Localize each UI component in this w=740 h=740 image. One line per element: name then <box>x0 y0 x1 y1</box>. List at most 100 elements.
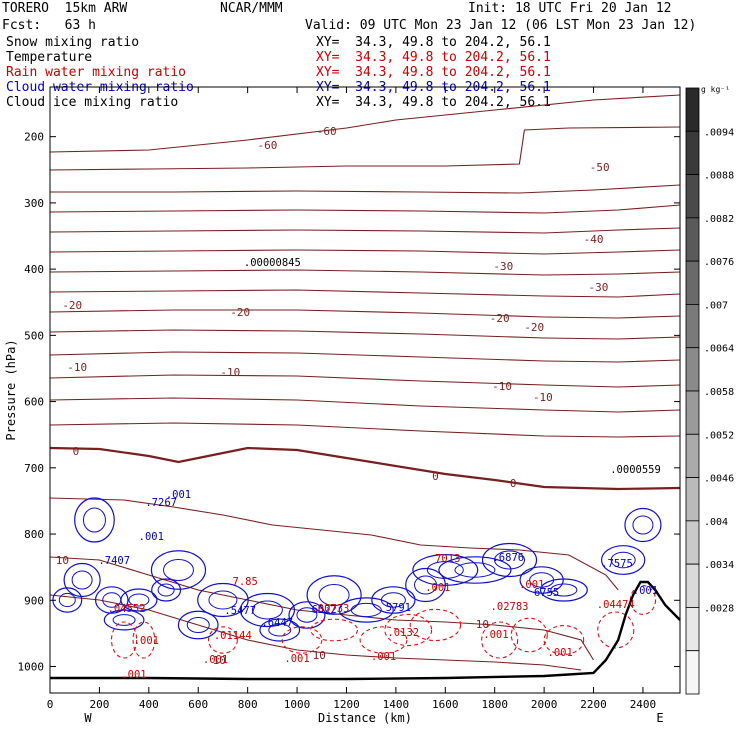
colorbar-swatch <box>685 130 700 175</box>
max-label: .001 <box>121 669 146 681</box>
cloud-water-contour <box>112 614 136 626</box>
cloud-water-contour <box>481 542 538 578</box>
temperature-contour <box>49 497 619 591</box>
max-label: .6447 <box>261 617 293 629</box>
cloud-water-contour <box>268 623 292 637</box>
y-axis-label: Pressure (hPa) <box>4 339 18 440</box>
cloud-water-contour <box>288 601 326 629</box>
temperature-label: -60 <box>317 125 337 138</box>
temperature-contour <box>49 249 681 255</box>
x-tick-label: 2200 <box>580 698 607 711</box>
max-label: .7407 <box>98 555 130 567</box>
cloud-water-contour <box>151 578 182 602</box>
max-label: .001 <box>139 531 164 543</box>
cloud-water-contour <box>128 593 150 607</box>
colorbar-swatch <box>685 477 700 522</box>
cloud-water-contour <box>610 551 636 569</box>
max-label: .001 <box>284 653 309 665</box>
cloud-water-contour <box>350 602 382 618</box>
temperature-label: 10 <box>476 618 489 631</box>
temperature-label: 10 <box>56 554 69 567</box>
max-label: .001 <box>519 579 544 591</box>
cloud-water-contour <box>306 575 362 615</box>
cloud-water-contour <box>494 550 526 570</box>
colorbar-swatch <box>685 433 700 478</box>
cloud-water-contour <box>412 553 479 586</box>
cloud-water-contour <box>186 617 210 633</box>
x-tick-label: 2400 <box>630 698 657 711</box>
colorbar-swatch <box>685 347 700 392</box>
cloud-water-contour <box>58 592 76 608</box>
max-label: .001 <box>371 651 396 663</box>
cloud-water-contour <box>103 609 145 631</box>
cloud-water-contour <box>63 562 101 598</box>
endpoint-right-label: E <box>656 711 663 725</box>
model-title: TORERO 15km ARW <box>2 1 128 16</box>
y-tick-label: 600 <box>24 396 44 409</box>
rain-water-contour <box>409 608 462 642</box>
x-tick-label: 200 <box>89 698 109 711</box>
max-label: .001 <box>203 654 228 666</box>
max-label: .01144 <box>214 630 252 642</box>
temperature-label: -10 <box>492 380 512 393</box>
max-label: .7575 <box>601 558 633 570</box>
temperature-contour <box>49 351 681 363</box>
field-xy-range: XY= 34.3, 49.8 to 204.2, 56.1 <box>316 35 551 50</box>
temperature-label: -20 <box>230 306 250 319</box>
colorbar-tick-label: .0046 <box>704 474 734 485</box>
init-time: Init: 18 UTC Fri 20 Jan 12 <box>468 1 672 16</box>
max-label: .5477 <box>224 605 256 617</box>
rain-water-contour <box>510 617 548 653</box>
temperature-label: -20 <box>524 321 544 334</box>
cloud-water-contour <box>120 588 158 612</box>
temperature-label: 10 <box>213 654 226 667</box>
colorbar-tick-label: .004 <box>704 517 728 528</box>
cloud-water-contour <box>94 586 129 614</box>
field-label: Cloud ice mixing ratio <box>6 95 179 110</box>
cloud-water-contour <box>426 561 464 579</box>
valid-time: Valid: 09 UTC Mon 23 Jan 12 (06 LST Mon … <box>305 18 697 33</box>
colorbar-swatch <box>685 520 700 565</box>
y-tick-label: 400 <box>24 263 44 276</box>
temperature-contour <box>49 374 681 388</box>
y-tick-label: 800 <box>24 528 44 541</box>
cloud-water-contour <box>52 587 83 613</box>
max-label: 7013 <box>435 553 460 565</box>
field-xy-range: XY= 34.3, 49.8 to 204.2, 56.1 <box>316 65 551 80</box>
rain-water-contour <box>543 625 585 655</box>
temperature-contour <box>50 184 681 194</box>
temperature-contour <box>49 289 681 298</box>
temperature-label: -30 <box>493 260 513 273</box>
temperature-contour <box>49 556 594 661</box>
colorbar-swatch <box>685 304 700 349</box>
y-tick-label: 900 <box>24 594 44 607</box>
temperature-label: 10 <box>313 649 326 662</box>
temperature-label: 0 <box>510 477 517 490</box>
field-xy-range: XY= 34.3, 49.8 to 204.2, 56.1 <box>316 50 551 65</box>
terrain-line <box>50 580 681 681</box>
x-tick-label: 1200 <box>333 698 360 711</box>
cloud-water-contour <box>239 592 296 628</box>
cloud-water-contour <box>550 583 578 597</box>
cloud-water-contour <box>318 584 350 606</box>
max-label: .001 <box>483 629 508 641</box>
temperature-label: -10 <box>533 391 553 404</box>
temperature-label: 0 <box>432 470 439 483</box>
temperature-contour <box>49 446 681 491</box>
x-tick-label: 400 <box>139 698 159 711</box>
plot-frame <box>49 86 681 694</box>
cloud-water-contour <box>150 550 207 590</box>
cloud-water-contour <box>74 497 115 543</box>
cloud-water-contour <box>82 507 106 533</box>
cloud-water-contour <box>251 600 283 620</box>
colorbar-tick-label: .0082 <box>704 214 734 225</box>
max-label: 7.85 <box>233 576 258 588</box>
rain-water-contour <box>110 621 138 659</box>
colorbar-tick-label: .0052 <box>704 430 734 441</box>
x-tick-label: 600 <box>188 698 208 711</box>
max-label: .00733 <box>311 603 349 615</box>
temperature-contour <box>49 329 681 340</box>
rain-water-contour <box>310 618 359 642</box>
